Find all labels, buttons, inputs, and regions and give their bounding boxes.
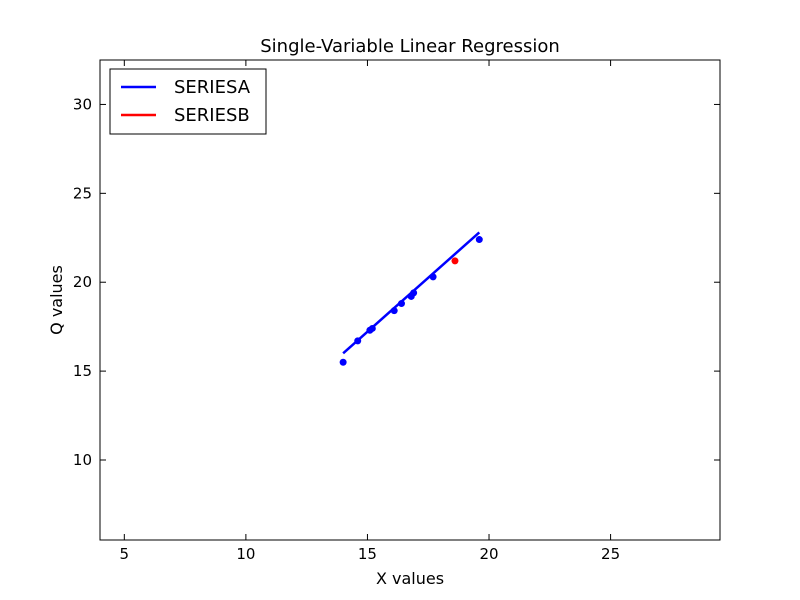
x-tick-label: 5 — [120, 545, 130, 563]
legend-label-seriesa: SERIESA — [174, 77, 251, 98]
plot-content — [339, 231, 483, 366]
data-point-seriesa — [354, 337, 362, 345]
y-tick-label: 20 — [73, 273, 92, 291]
y-tick-label: 25 — [73, 184, 92, 202]
data-point-seriesb — [451, 257, 459, 265]
legend-label-seriesb: SERIESB — [174, 105, 250, 126]
x-tick-label: 20 — [479, 545, 498, 563]
data-point-seriesa — [410, 289, 418, 297]
data-point-seriesa — [429, 273, 437, 281]
data-point-seriesa — [390, 307, 398, 315]
y-tick-label: 10 — [73, 451, 92, 469]
y-tick-label: 15 — [73, 362, 92, 380]
x-tick-label: 25 — [601, 545, 620, 563]
plot-frame — [99, 59, 721, 541]
y-tick-label: 30 — [73, 95, 92, 113]
data-point-seriesa — [368, 324, 376, 332]
legend: SERIESA SERIESB — [109, 68, 267, 135]
x-tick-label: 15 — [358, 545, 377, 563]
legend-box — [109, 68, 267, 135]
data-point-seriesa — [475, 236, 483, 244]
y-axis-label: Q values — [47, 265, 66, 335]
x-tick-label: 10 — [236, 545, 255, 563]
data-point-seriesa — [339, 358, 347, 366]
chart-title: Single-Variable Linear Regression — [260, 36, 560, 57]
axis-ticks: 5 10 15 20 25 10 15 20 25 30 — [73, 60, 720, 563]
data-point-seriesa — [397, 300, 405, 308]
x-axis-label: X values — [376, 569, 444, 588]
